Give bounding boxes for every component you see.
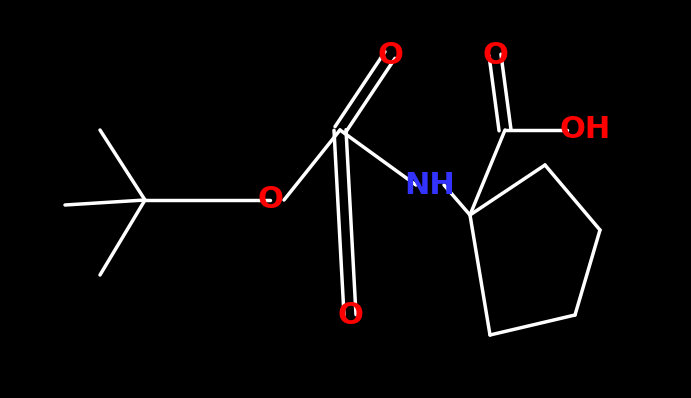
Text: O: O — [337, 300, 363, 330]
Text: OH: OH — [560, 115, 611, 144]
Text: O: O — [377, 41, 403, 70]
Text: NH: NH — [405, 170, 455, 199]
Text: O: O — [482, 41, 508, 70]
Text: O: O — [257, 185, 283, 215]
